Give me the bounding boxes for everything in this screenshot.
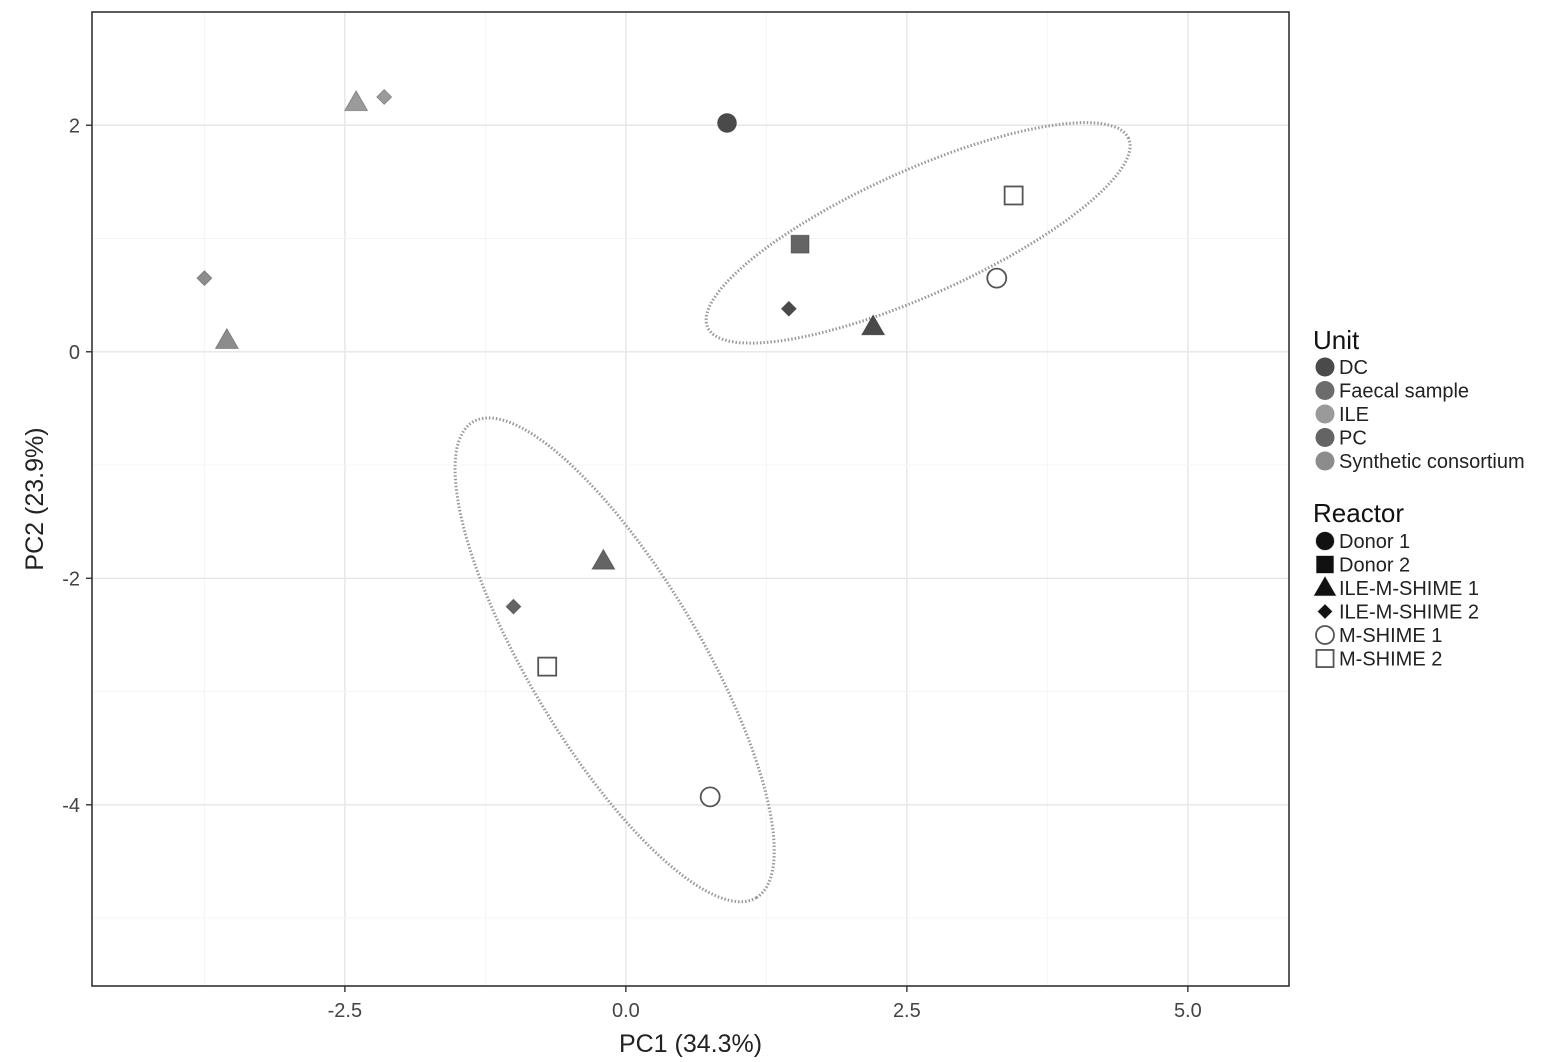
y-axis-ticks: -4 -2 0 2 (62, 115, 92, 817)
legend-unit-label: DC (1339, 357, 1368, 379)
y-tick-label: -4 (62, 795, 80, 817)
legend-unit-key (1315, 357, 1335, 377)
legend-reactor-label: Donor 1 (1339, 531, 1410, 553)
plot-panel-border (91, 11, 1290, 987)
x-axis-ticks: -2.5 0.0 2.5 5.0 (328, 986, 1202, 1022)
legend-unit-title: Unit (1313, 325, 1360, 355)
confidence-ellipse (453, 416, 776, 904)
data-points (196, 88, 1024, 808)
data-point (780, 300, 798, 317)
y-tick-label: 2 (69, 115, 80, 137)
x-tick-label: -2.5 (328, 1000, 362, 1022)
legend-unit-label: Synthetic consortium (1339, 451, 1525, 473)
legend-reactor-key (1315, 625, 1335, 645)
legend-reactor-key (1313, 575, 1337, 597)
legend-reactor-key (1315, 531, 1335, 551)
legend-reactor-key (1317, 603, 1333, 620)
grid-lines (92, 11, 1289, 986)
legend-unit-key (1315, 381, 1335, 400)
legend-unit-label: Faecal sample (1339, 381, 1469, 403)
data-point (196, 269, 213, 287)
y-tick-label: 0 (69, 342, 80, 364)
data-point (591, 548, 616, 570)
legend-reactor-label: ILE-M-SHIME 2 (1339, 602, 1479, 624)
data-point (790, 234, 810, 254)
legend-reactor-label: ILE-M-SHIME 1 (1339, 578, 1479, 600)
y-axis-title: PC2 (23.9%) (21, 427, 49, 570)
data-point (343, 89, 369, 112)
legend-unit-label: PC (1339, 428, 1367, 450)
legend-reactor-key (1315, 555, 1335, 574)
data-point (986, 267, 1008, 289)
data-point (860, 313, 886, 336)
legend-reactor-label: M-SHIME 2 (1339, 649, 1442, 671)
legend-reactor-label: M-SHIME 1 (1339, 625, 1442, 647)
data-point (717, 112, 738, 133)
data-point (376, 88, 393, 106)
legend-reactor-label: Donor 2 (1339, 555, 1410, 577)
data-point (214, 327, 240, 349)
x-axis-title: PC1 (34.3%) (619, 1030, 762, 1058)
confidence-ellipse (704, 121, 1132, 345)
legend-unit-key (1315, 428, 1335, 447)
x-tick-label: 0.0 (612, 1000, 640, 1022)
data-point (1003, 185, 1024, 206)
legend-reactor-key (1315, 649, 1335, 668)
confidence-ellipses (453, 121, 1132, 904)
legend-unit-key (1315, 451, 1335, 471)
x-tick-label: 2.5 (893, 1000, 921, 1022)
legend-reactor-title: Reactor (1313, 498, 1404, 528)
legend-unit-label: ILE (1339, 404, 1369, 426)
legend-unit-key (1315, 404, 1335, 424)
x-tick-label: 5.0 (1174, 1000, 1202, 1022)
data-point (537, 656, 558, 677)
data-point (505, 598, 522, 615)
data-point (699, 786, 721, 808)
y-tick-label: -2 (62, 568, 80, 590)
